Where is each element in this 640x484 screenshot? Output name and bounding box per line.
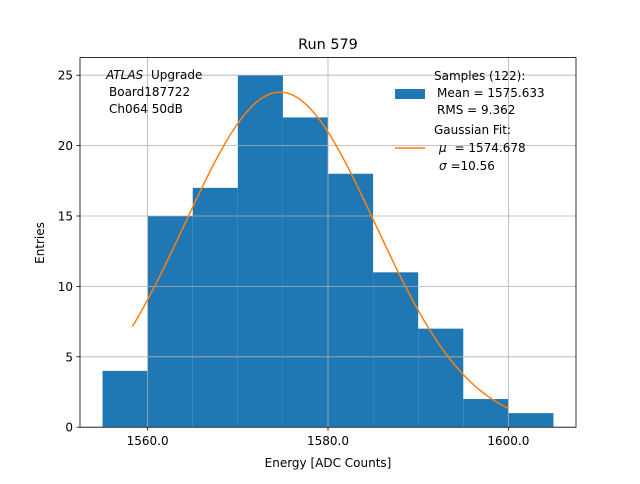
x-axis-ticks: 1560.0 1580.0 1600.0 bbox=[127, 427, 529, 448]
atlas-annotation: ATLAS Upgrade Board187722 Ch064 50dB bbox=[105, 68, 202, 116]
histogram-bar bbox=[237, 75, 283, 428]
legend-fit-sigma-row: σ =10.56 bbox=[439, 159, 495, 173]
legend-fit-mu-symbol: μ bbox=[438, 141, 447, 155]
histogram-bar bbox=[147, 216, 193, 428]
legend-samples-line-1: Samples (122): bbox=[434, 69, 525, 83]
histogram-bar bbox=[508, 413, 554, 428]
annotation-line-1: Upgrade bbox=[151, 68, 202, 82]
legend-fit-mu-row: μ = 1574.678 bbox=[438, 141, 526, 155]
histogram-bars bbox=[102, 75, 554, 428]
histogram-bar bbox=[102, 370, 148, 428]
histogram-bar bbox=[282, 117, 328, 428]
y-tick-label: 10 bbox=[58, 280, 73, 294]
annotation-italic: ATLAS bbox=[105, 68, 144, 82]
legend-fit-sigma-value: =10.56 bbox=[450, 159, 494, 173]
histogram-bar bbox=[328, 173, 374, 428]
x-tick-label: 1580.0 bbox=[307, 434, 349, 448]
y-axis-label: Entries bbox=[33, 222, 47, 264]
annotation-line-3: Ch064 50dB bbox=[109, 102, 183, 116]
legend-samples-line-2: Mean = 1575.633 bbox=[437, 86, 545, 100]
annotation-line-2: Board187722 bbox=[109, 85, 190, 99]
legend-fit-line-1: Gaussian Fit: bbox=[434, 123, 511, 137]
legend-samples-swatch bbox=[395, 89, 425, 99]
svg-text:ATLAS Upgrade: ATLAS Upgrade bbox=[105, 68, 202, 82]
histogram-bar bbox=[463, 399, 509, 428]
x-axis-label: Energy [ADC Counts] bbox=[265, 456, 392, 470]
y-axis-ticks: 0 5 10 15 20 25 bbox=[58, 69, 80, 435]
legend-fit-mu-value: = 1574.678 bbox=[454, 141, 525, 155]
histogram-bar bbox=[373, 272, 419, 428]
legend-fit-sigma-symbol: σ bbox=[439, 159, 447, 173]
gaussian-fit-line bbox=[131, 91, 509, 409]
chart-title: Run 579 bbox=[298, 37, 358, 53]
histogram-bar bbox=[192, 187, 238, 428]
x-tick-label: 1560.0 bbox=[127, 434, 169, 448]
x-tick-label: 1600.0 bbox=[487, 434, 529, 448]
legend-samples-line-3: RMS = 9.362 bbox=[437, 103, 515, 117]
y-tick-label: 15 bbox=[58, 210, 73, 224]
legend: Samples (122): Mean = 1575.633 RMS = 9.3… bbox=[395, 69, 545, 173]
y-tick-label: 20 bbox=[58, 139, 73, 153]
y-tick-label: 25 bbox=[58, 69, 73, 83]
histogram-bar bbox=[418, 328, 464, 428]
y-tick-label: 0 bbox=[65, 421, 73, 435]
y-tick-label: 5 bbox=[65, 350, 73, 364]
